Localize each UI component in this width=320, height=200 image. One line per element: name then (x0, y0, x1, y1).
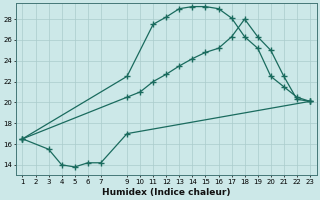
X-axis label: Humidex (Indice chaleur): Humidex (Indice chaleur) (102, 188, 230, 197)
